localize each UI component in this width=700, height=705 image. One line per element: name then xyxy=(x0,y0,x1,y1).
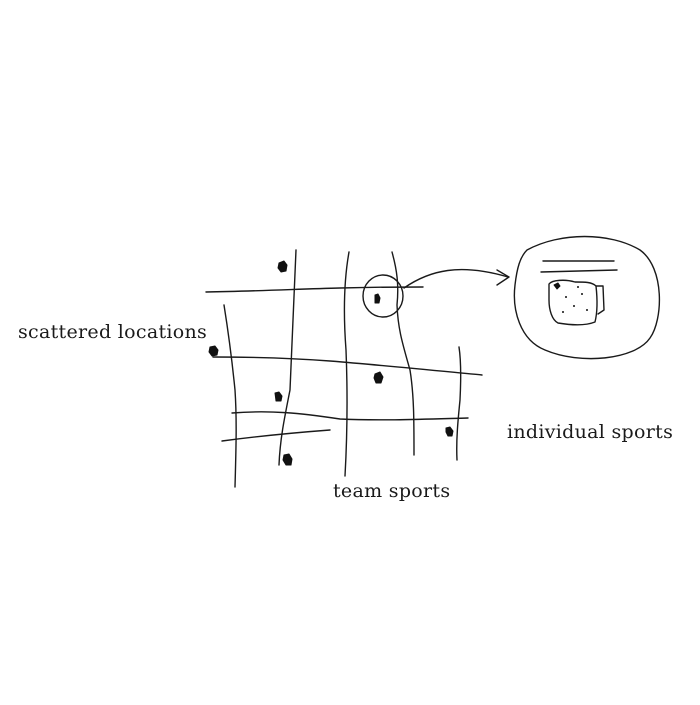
zoom-plot-dot xyxy=(586,309,588,311)
vertical-streets xyxy=(223,249,462,488)
label-team-sports: team sports xyxy=(333,480,451,502)
location-marker xyxy=(445,426,454,437)
zoom-circle-icon xyxy=(513,235,661,360)
location-marker xyxy=(274,391,283,402)
street-v2 xyxy=(278,249,297,466)
location-marker xyxy=(277,260,288,273)
zoom-plot-dot xyxy=(577,286,579,288)
street-h4 xyxy=(221,429,331,442)
zoom-plot-mark xyxy=(553,282,561,290)
street-v3 xyxy=(343,251,350,477)
location-marker xyxy=(374,293,381,304)
zoom-plot-dot xyxy=(562,311,564,313)
arrow-right-icon xyxy=(403,268,509,289)
arrow-head-icon xyxy=(496,269,510,286)
zoom-street-line xyxy=(540,269,618,273)
street-h3 xyxy=(231,411,469,421)
label-individual-sports: individual sports xyxy=(507,421,674,443)
location-marker xyxy=(373,371,384,384)
street-v5 xyxy=(456,346,462,461)
location-marker xyxy=(282,453,293,466)
magnifier-circle xyxy=(362,274,404,318)
zoom-plot-side xyxy=(595,285,605,315)
street-v4 xyxy=(391,251,415,456)
street-v1 xyxy=(223,304,237,488)
location-markers xyxy=(208,260,454,466)
label-scattered-locations: scattered locations xyxy=(18,321,208,343)
zoom-plot-dot xyxy=(565,296,567,298)
street-h1 xyxy=(205,286,424,293)
zoom-plot-outline xyxy=(548,279,598,326)
location-marker xyxy=(208,345,219,357)
zoom-plot-dot xyxy=(581,293,583,295)
horizontal-streets xyxy=(205,286,483,442)
street-h2 xyxy=(212,356,483,376)
zoom-plot-dot xyxy=(573,305,575,307)
